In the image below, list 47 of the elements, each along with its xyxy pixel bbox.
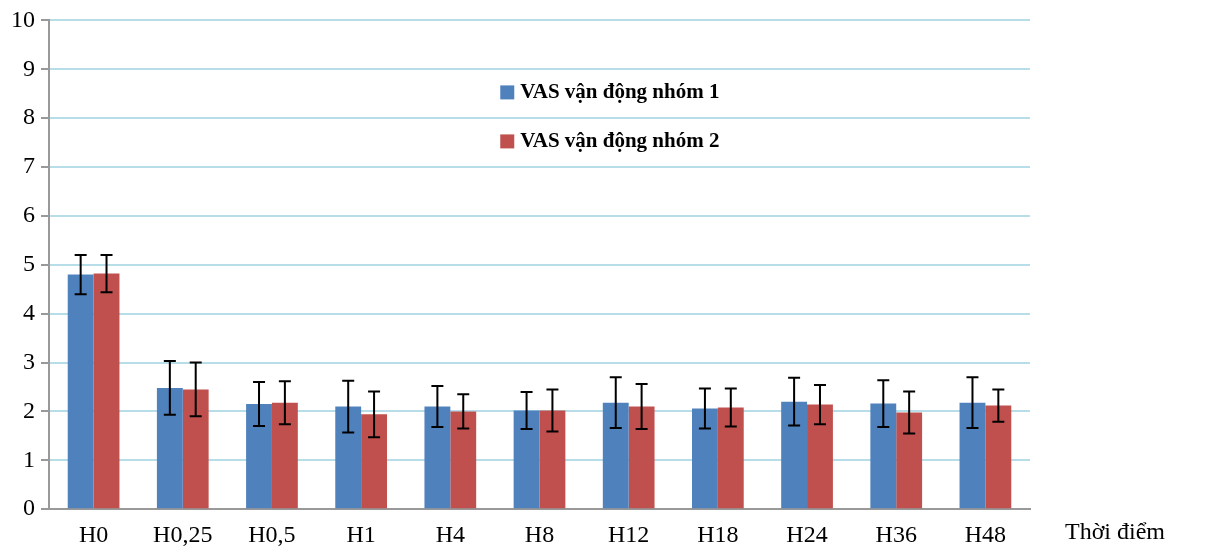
bar [717,407,744,509]
bar [692,408,718,509]
y-tick-label: 0 [23,494,35,521]
bar [246,404,272,509]
bar [182,389,209,509]
bar [628,406,655,509]
bar [870,403,897,509]
x-tick-label: H12 [608,520,650,547]
y-tick-label: 8 [23,103,35,130]
x-axis-title: Thời điểm [1065,518,1166,545]
legend-label: VAS vận động nhóm 1 [520,78,720,103]
legend-label: VAS vận động nhóm 2 [520,127,720,152]
bar [896,412,923,509]
y-tick-label: 2 [23,396,35,423]
x-tick-label: H1 [346,520,376,547]
bar [539,410,566,509]
y-tick-label: 3 [23,347,35,374]
bar [335,406,362,509]
bar [602,402,629,509]
bar [781,401,808,509]
x-tick-label: H8 [524,520,555,547]
x-tick-label: H0,5 [248,520,296,547]
x-tick-label: H24 [786,520,828,547]
y-tick-label: 1 [23,445,35,472]
bar [271,402,298,509]
y-tick-label: 10 [11,5,35,32]
y-tick-label: 7 [23,152,35,179]
bar [67,274,94,509]
x-tick-label: H36 [875,520,917,547]
bar [513,410,540,509]
x-tick-label: H0,25 [153,520,213,547]
bar [361,414,387,509]
x-tick-label: H18 [697,520,739,547]
bar [156,387,183,509]
bar [959,402,986,509]
bar [424,406,451,509]
x-tick-label: H48 [964,520,1007,547]
y-tick-label: 4 [23,298,35,325]
x-tick-label: H0 [78,520,109,547]
y-tick-label: 5 [23,250,35,277]
bar [985,405,1012,509]
x-tick-label: H4 [435,520,465,547]
bar [807,404,833,509]
bar [450,411,477,509]
y-tick-label: 6 [23,201,35,228]
bar [93,273,120,509]
y-tick-label: 9 [23,54,35,81]
